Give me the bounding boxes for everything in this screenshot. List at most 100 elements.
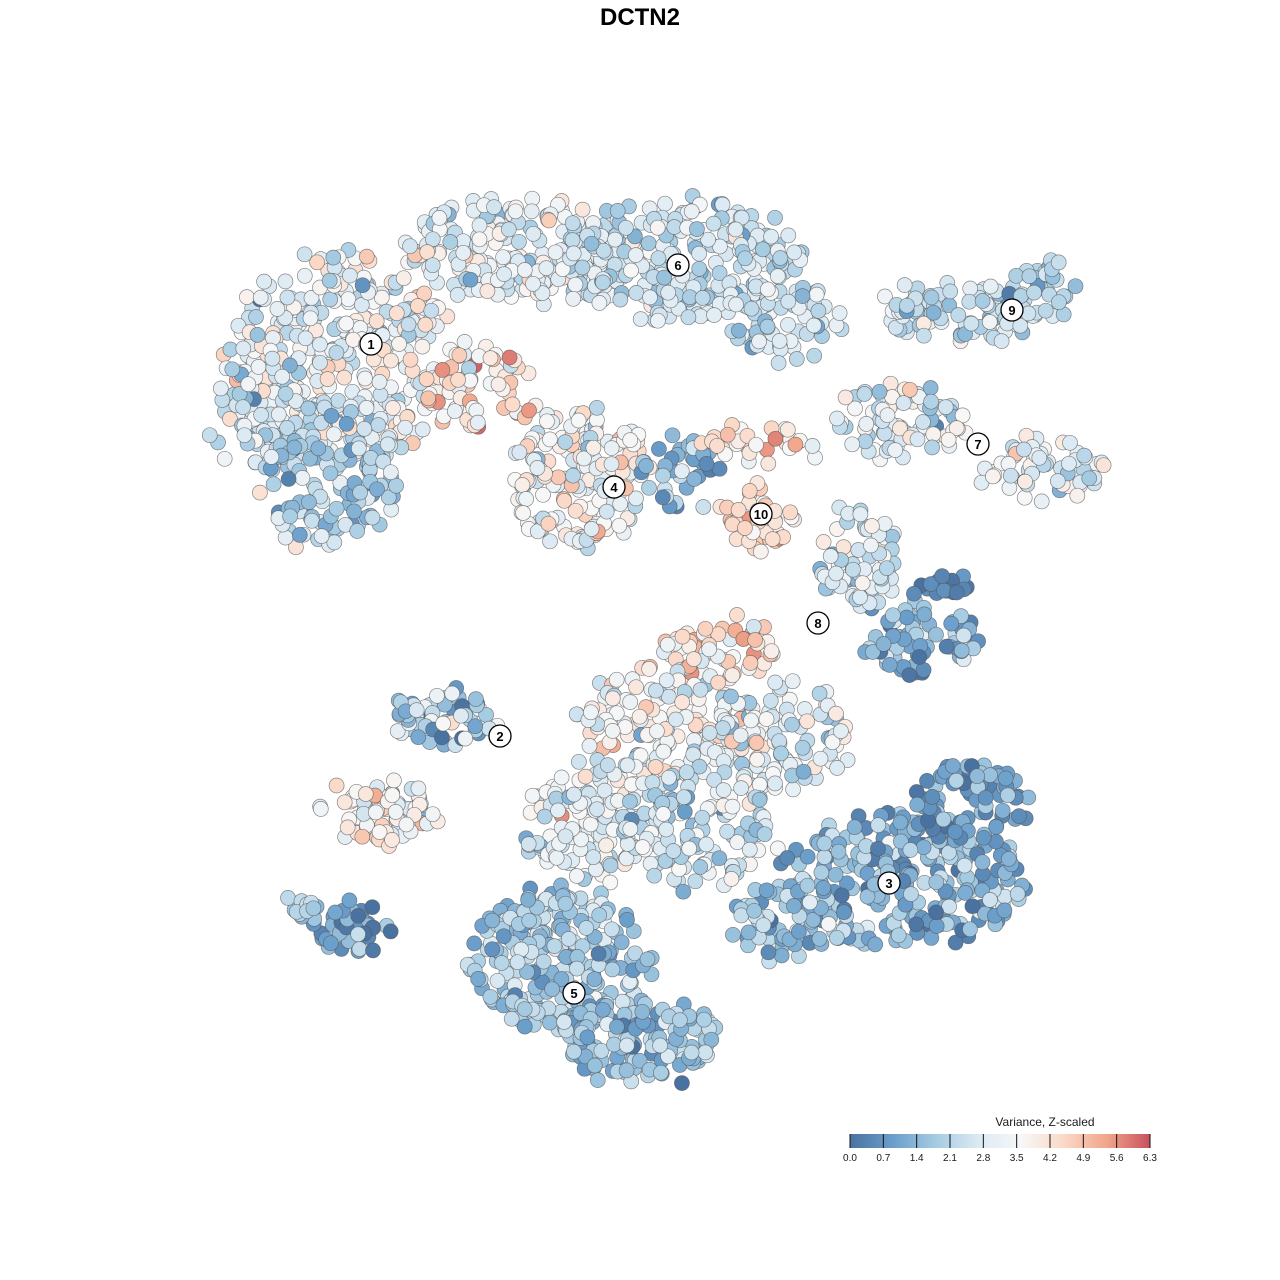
data-point [484,912,501,929]
data-point [657,195,673,212]
data-point [1026,284,1042,301]
legend-tick-label: 0.7 [876,1153,891,1164]
data-point [544,981,560,998]
data-point [975,829,992,846]
data-point [875,636,892,652]
data-point [641,661,657,677]
data-point [542,431,558,448]
data-point [599,757,616,773]
data-point [634,839,651,855]
cluster-label-3: 3 [877,871,901,895]
data-point [596,782,613,799]
data-point [719,426,736,443]
data-point [590,945,607,962]
data-point [697,620,714,637]
data-point [434,362,451,378]
data-point [279,420,295,436]
data-point [216,450,233,467]
data-point [373,289,390,306]
data-point [854,575,871,592]
data-point [557,895,574,912]
data-point [928,626,944,643]
data-point [940,431,957,448]
data-point [915,839,932,856]
data-point [351,941,368,957]
data-point [277,385,294,402]
data-point [935,811,952,828]
data-point [604,690,621,707]
data-point [603,921,620,938]
data-point [908,916,925,933]
data-point [632,311,649,327]
data-point [1002,467,1019,484]
data-point [650,312,666,329]
data-point [352,484,368,501]
data-point [479,283,496,299]
data-point [312,354,328,371]
data-point [607,231,623,248]
data-point [516,262,533,278]
data-point [820,916,837,932]
data-point [982,892,998,908]
data-point [323,407,340,424]
data-point [686,471,703,487]
data-point [1012,317,1029,334]
data-point [462,271,479,288]
data-point [963,315,980,332]
data-point [382,464,399,481]
data-point [451,347,468,364]
data-point [622,793,638,810]
data-point [371,824,388,840]
data-point [786,244,803,261]
data-point [898,609,915,626]
data-point [962,921,978,938]
data-point [767,430,784,447]
data-point [942,283,959,300]
data-point [715,720,731,736]
data-point [623,262,639,279]
data-point [763,228,779,245]
data-point [924,789,941,805]
data-point [467,718,484,735]
data-point [650,250,667,267]
data-point [655,467,671,484]
data-point [1000,851,1017,867]
data-point [961,293,978,310]
data-point [568,868,585,884]
data-point [523,203,540,220]
data-point [1095,457,1112,474]
data-point [602,857,619,874]
data-point [689,221,705,237]
data-point [649,219,666,236]
data-points [201,188,1112,1091]
data-point [816,835,833,852]
data-point [767,775,783,792]
data-point [589,399,605,416]
data-point [525,275,541,292]
data-point [948,772,965,789]
data-point [301,494,317,510]
data-point [660,1048,676,1065]
data-point [969,768,986,785]
data-point [495,249,511,266]
data-point [730,502,747,518]
data-point [570,412,587,429]
data-point [504,396,521,413]
data-point [634,1003,651,1020]
cluster-label-text: 2 [496,729,503,744]
data-point [651,441,667,457]
data-point [322,465,339,482]
data-point [514,477,531,493]
data-point [574,259,591,276]
data-point [892,814,909,831]
data-point [628,679,644,696]
data-point [712,238,728,255]
data-point [729,607,745,623]
legend-tick-label: 4.2 [1043,1153,1057,1164]
data-point [755,917,772,934]
data-point [728,296,744,313]
data-point [928,918,945,934]
data-point [277,529,294,546]
data-point [538,260,555,276]
cluster-label-6: 6 [666,253,690,277]
